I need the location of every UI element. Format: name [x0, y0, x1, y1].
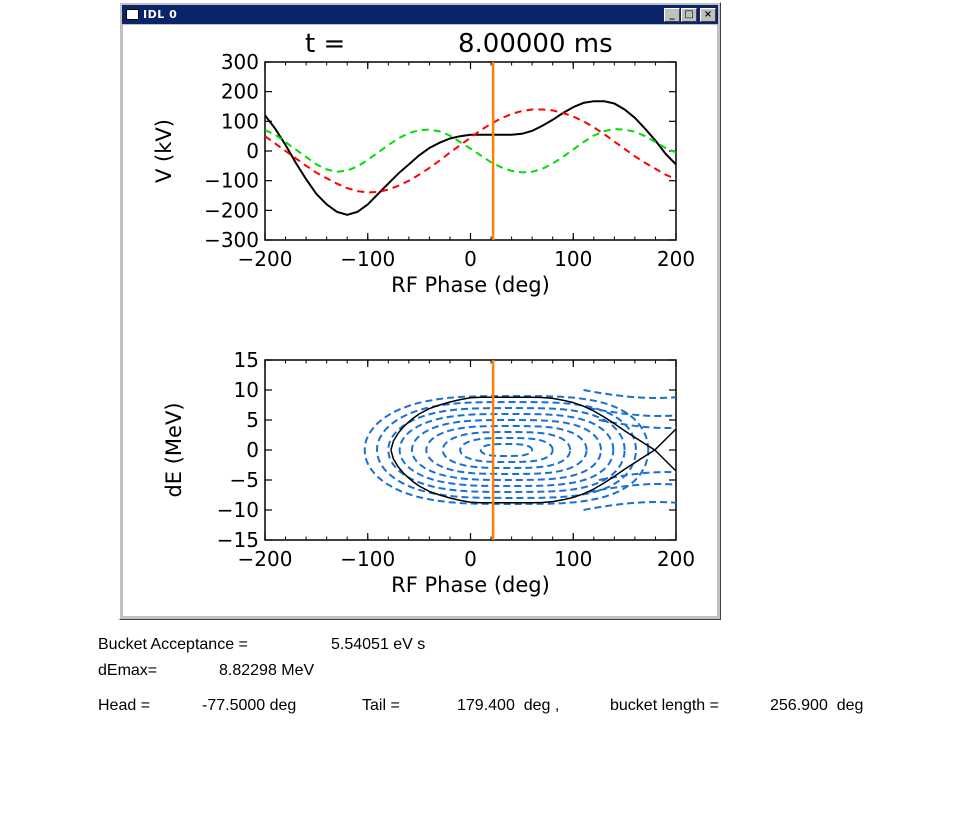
chart0-ytick-label: 100 — [221, 109, 259, 133]
chart0-ytick-label: 200 — [221, 80, 259, 104]
outer-trajectory-lower-1 — [583, 501, 676, 511]
minimize-button[interactable]: _ — [664, 7, 680, 22]
time-value: 8.00000 ms — [458, 29, 613, 59]
separatrix-tail-2 — [654, 449, 676, 472]
chart1-xlabel: RF Phase (deg) — [391, 573, 550, 597]
chart0-xtick-label: −100 — [340, 247, 395, 271]
acceptance-label: Bucket Acceptance = — [98, 636, 248, 653]
head-label: Head = — [98, 697, 151, 714]
chart0-ytick-label: 0 — [246, 139, 259, 163]
trajectory-5 — [410, 418, 602, 482]
voltage-harmonic1-line — [265, 108, 676, 194]
outer-trajectory-upper-3 — [598, 419, 676, 429]
trajectory-3 — [441, 430, 572, 470]
chart0-frame — [264, 61, 677, 241]
chart1-ytick-label: −15 — [217, 528, 259, 552]
plot-canvas: t = 8.00000 ms −200 −100 0 100 200 300 200 100 0… — [123, 25, 717, 616]
chart0-xtick-label: 100 — [554, 247, 592, 271]
chart1-xtick-label: 200 — [657, 547, 695, 571]
chart1-xtick-label: 0 — [464, 547, 477, 571]
tail-value: 179.400 deg , — [457, 697, 560, 714]
trajectory-6 — [398, 412, 615, 488]
chart1-xtick-label: 100 — [554, 547, 592, 571]
window-controls: _ □ × — [664, 7, 716, 22]
app-icon — [126, 9, 139, 20]
bucket-line: Head = -77.5000 deg Tail = 179.400 deg ,… — [98, 697, 863, 823]
close-button[interactable]: × — [700, 7, 716, 22]
separatrix-tail-1 — [654, 428, 676, 451]
chart1-ytick-label: 5 — [246, 408, 259, 432]
outer-trajectory-lower-3 — [598, 471, 676, 481]
chart1-frame — [264, 359, 677, 541]
length-label: bucket length = — [610, 697, 719, 714]
head-value: -77.5000 deg — [202, 697, 297, 714]
title-bar[interactable]: IDL 0 _ □ × — [122, 5, 718, 24]
chart1-ytick-label: −5 — [230, 468, 259, 492]
chart1-ytick-label: 10 — [234, 378, 259, 402]
chart0-xtick-label: 0 — [464, 247, 477, 271]
chart0-ylabel: V (kV) — [152, 119, 176, 183]
acceptance-line: Bucket Acceptance = 5.54051 eV s — [98, 636, 425, 690]
chart0-ytick-label: 300 — [221, 50, 259, 74]
demax-label: dEmax= — [98, 662, 158, 679]
chart0-xtick-label: 200 — [657, 247, 695, 271]
maximize-button[interactable]: □ — [681, 7, 697, 22]
voltage-harmonic2-line — [265, 127, 676, 174]
trajectory-7 — [387, 406, 626, 494]
trajectory-9 — [363, 394, 650, 506]
demax-line: dEmax= 8.82298 MeV — [98, 662, 314, 716]
outer-trajectory-upper-1 — [583, 389, 676, 399]
window-title: IDL 0 — [143, 8, 178, 21]
time-label: t = — [305, 29, 345, 59]
trajectory-1 — [479, 443, 534, 457]
chart1-xtick-label: −200 — [238, 547, 293, 571]
chart1-ylabel: dE (MeV) — [162, 402, 186, 497]
idl-window: IDL 0 _ □ × t = 8.00000 ms −200 −100 0 100 2… — [119, 2, 721, 620]
tail-label: Tail = — [362, 697, 400, 714]
plots-svg: t = 8.00000 ms −200 −100 0 100 2003002001000… — [152, 29, 695, 597]
chart1-ytick-label: −10 — [217, 498, 259, 522]
trajectory-4 — [425, 424, 588, 476]
chart1-plot-area — [363, 389, 676, 511]
voltage-chart: −200 −100 0 100 2003002001000−100−200−300RF … — [152, 50, 695, 297]
demax-value: 8.82298 MeV — [219, 662, 315, 679]
acceptance-value: 5.54051 eV s — [331, 636, 426, 653]
chart0-xlabel: RF Phase (deg) — [391, 273, 550, 297]
outer-trajectory-lower-2 — [588, 483, 676, 493]
chart0-ytick-label: −300 — [204, 228, 259, 252]
length-value: 256.900 deg — [770, 697, 864, 714]
phase-space-chart: −200 −100 0 100 200 15 10 5 0 −5 −10 −15 RF Phase (d… — [162, 348, 695, 597]
chart0-plot-area — [265, 100, 676, 216]
trajectory-2 — [459, 437, 554, 463]
chart0-xtick-label: −200 — [238, 247, 293, 271]
chart1-xtick-label: −100 — [340, 547, 395, 571]
chart1-ytick-label: 0 — [246, 438, 259, 462]
outer-trajectory-upper-2 — [588, 407, 676, 417]
total-voltage-line — [265, 100, 676, 216]
separatrix-line — [390, 396, 657, 504]
chart1-ytick-label: 15 — [234, 348, 259, 372]
chart0-ytick-label: −200 — [204, 198, 259, 222]
chart0-ytick-label: −100 — [204, 169, 259, 193]
